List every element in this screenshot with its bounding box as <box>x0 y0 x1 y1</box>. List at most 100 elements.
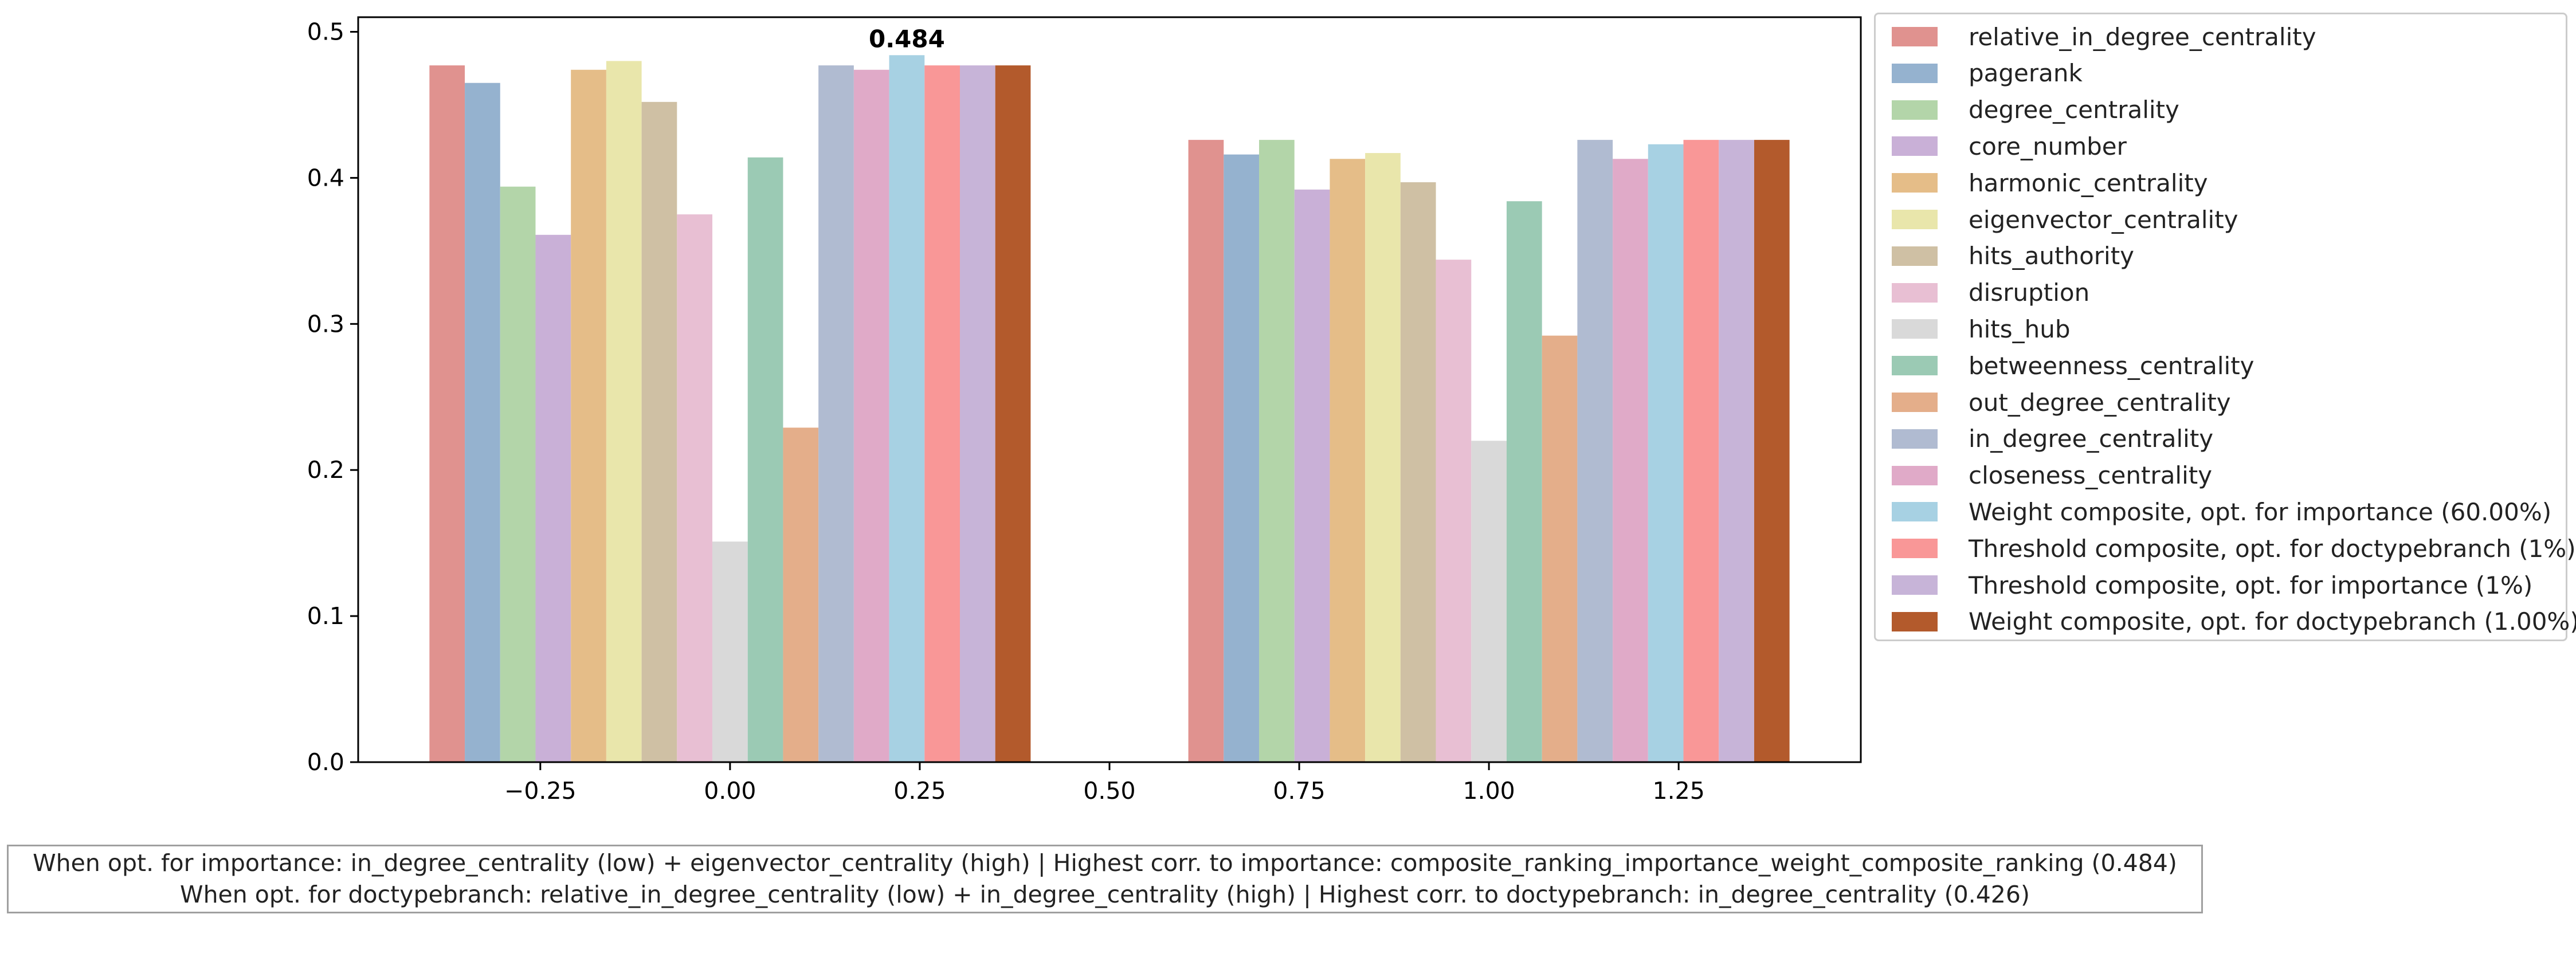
bar <box>818 65 854 762</box>
x-tick-label: 0.25 <box>893 777 946 805</box>
legend-swatch <box>1892 173 1938 193</box>
bar <box>1436 260 1472 762</box>
legend-swatch <box>1892 575 1938 595</box>
legend-label: degree_centrality <box>1969 96 2179 124</box>
legend-item: betweenness_centrality <box>1892 351 2255 380</box>
legend-label: in_degree_centrality <box>1969 425 2214 453</box>
y-tick-label: 0.1 <box>307 602 344 630</box>
bar <box>889 55 925 762</box>
legend: relative_in_degree_centrality pagerank deg… <box>1874 13 2576 641</box>
legend-label: hits_hub <box>1969 315 2071 343</box>
x-tick-label: 0.00 <box>704 777 756 805</box>
bar <box>995 65 1031 762</box>
legend-swatch <box>1892 319 1938 339</box>
bar <box>1683 140 1719 762</box>
bar <box>571 69 606 763</box>
legend-swatch <box>1892 465 1938 485</box>
bar <box>1259 140 1295 762</box>
legend-item: degree_centrality <box>1892 96 2179 124</box>
x-tick-label: 1.00 <box>1463 777 1515 805</box>
bar <box>783 427 819 762</box>
y-tick-label: 0.2 <box>307 456 344 484</box>
x-tick-label: 0.50 <box>1083 777 1135 805</box>
legend-item: harmonic_centrality <box>1892 168 2208 197</box>
bar <box>1613 159 1648 763</box>
bar <box>1188 140 1224 762</box>
legend-item: relative_in_degree_centrality <box>1892 22 2316 51</box>
bar <box>1542 335 1578 762</box>
legend-label: out_degree_centrality <box>1969 388 2231 417</box>
y-tick-label: 0.3 <box>307 310 344 338</box>
x-axis: −0.25 0.00 0.25 0.50 0.75 1.00 1.25 <box>504 762 1705 805</box>
legend-item: pagerank <box>1892 59 2083 88</box>
y-axis: 0.0 0.1 0.2 0.3 0.4 0.5 <box>307 18 358 776</box>
legend-swatch <box>1892 539 1938 559</box>
legend-label: Weight composite, opt. for doctypebranch… <box>1969 607 2576 636</box>
legend-swatch <box>1892 63 1938 83</box>
caption-line-importance: When opt. for importance: in_degree_cent… <box>33 849 2177 877</box>
legend-swatch <box>1892 210 1938 229</box>
bar <box>1365 153 1401 762</box>
legend-label: relative_in_degree_centrality <box>1969 22 2316 51</box>
legend-item: eigenvector_centrality <box>1892 205 2238 234</box>
legend-label: eigenvector_centrality <box>1969 205 2238 234</box>
y-tick-label: 0.4 <box>307 164 344 191</box>
bar <box>677 214 713 762</box>
bar <box>1330 159 1366 763</box>
bar <box>959 65 995 762</box>
legend-item: closeness_centrality <box>1892 461 2212 490</box>
caption-line-doctypebranch: When opt. for doctypebranch: relative_in… <box>180 881 2030 908</box>
x-tick-label: −0.25 <box>504 777 577 805</box>
legend-label: disruption <box>1969 278 2090 307</box>
bar <box>1224 154 1260 762</box>
bar <box>1577 140 1613 762</box>
legend-swatch <box>1892 283 1938 303</box>
bar <box>535 234 571 762</box>
x-tick-label: 0.75 <box>1273 777 1325 805</box>
legend-item: Weight composite, opt. for importance (6… <box>1892 497 2551 526</box>
bar <box>1506 201 1542 762</box>
legend-label: pagerank <box>1969 59 2083 88</box>
bar <box>606 61 642 763</box>
bar <box>641 101 677 762</box>
bar <box>1471 441 1507 762</box>
legend-item: Weight composite, opt. for doctypebranch… <box>1892 607 2576 636</box>
legend-swatch <box>1892 356 1938 376</box>
bar <box>465 83 500 762</box>
legend-label: Weight composite, opt. for importance (6… <box>1969 497 2552 526</box>
legend-item: Threshold composite, opt. for importance… <box>1892 571 2532 599</box>
bar <box>853 69 889 763</box>
bar <box>747 157 783 763</box>
legend-swatch <box>1892 100 1938 120</box>
y-tick-label: 0.5 <box>307 18 344 45</box>
legend-item: hits_hub <box>1892 315 2071 343</box>
legend-swatch <box>1892 393 1938 412</box>
bars-layer <box>429 55 1790 763</box>
legend-label: harmonic_centrality <box>1969 168 2208 197</box>
x-tick-label: 1.25 <box>1653 777 1705 805</box>
legend-label: Threshold composite, opt. for doctypebra… <box>1969 534 2576 563</box>
y-tick-label: 0.0 <box>307 748 344 776</box>
bar <box>1294 189 1330 762</box>
legend-label: Threshold composite, opt. for importance… <box>1969 571 2533 599</box>
legend-swatch <box>1892 27 1938 46</box>
legend-swatch <box>1892 611 1938 631</box>
bar <box>712 542 748 762</box>
bar <box>1400 182 1436 763</box>
legend-label: core_number <box>1969 132 2127 160</box>
legend-item: hits_authority <box>1892 242 2134 270</box>
bar <box>1648 144 1684 763</box>
legend-swatch <box>1892 136 1938 156</box>
bar <box>429 65 465 762</box>
bar <box>1754 140 1790 762</box>
max-value-annotation: 0.484 <box>869 25 945 53</box>
legend-item: core_number <box>1892 132 2127 160</box>
legend-swatch <box>1892 502 1938 522</box>
caption-box: When opt. for importance: in_degree_cent… <box>7 845 2203 913</box>
legend-label: closeness_centrality <box>1969 461 2213 490</box>
bar <box>500 186 536 762</box>
legend-item: out_degree_centrality <box>1892 388 2231 417</box>
legend-swatch <box>1892 246 1938 266</box>
legend-item: Threshold composite, opt. for doctypebra… <box>1892 534 2576 563</box>
